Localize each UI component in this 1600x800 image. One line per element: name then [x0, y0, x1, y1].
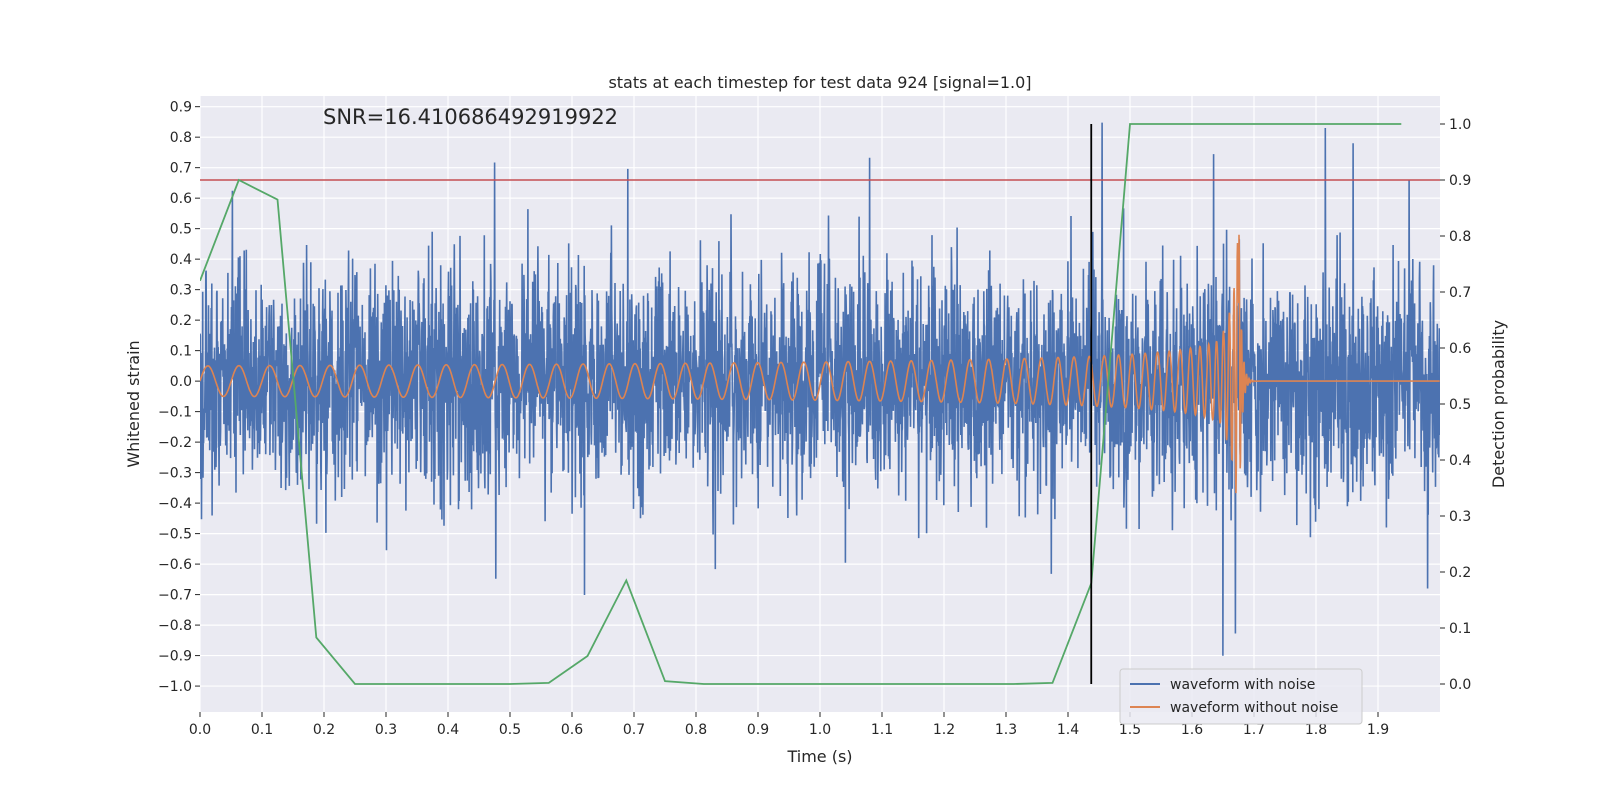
x-tick-label: 1.7 [1243, 722, 1265, 738]
left-y-tick-label: 0.4 [170, 252, 192, 268]
right-y-tick-label: 0.2 [1449, 565, 1471, 581]
x-tick-label: 0.0 [189, 722, 211, 738]
x-tick-label: 1.2 [933, 722, 955, 738]
left-y-axis-label: Whitened strain [124, 340, 143, 467]
legend-box [1119, 668, 1363, 725]
chart-title: stats at each timestep for test data 924… [608, 73, 1031, 92]
left-y-tick-label: −0.6 [158, 557, 192, 573]
x-tick-label: 0.3 [375, 722, 397, 738]
x-tick-label: 0.6 [561, 722, 583, 738]
x-tick-label: 0.2 [313, 722, 335, 738]
left-y-tick-label: −0.2 [158, 435, 192, 451]
legend-label-noisy: waveform with noise [1170, 677, 1315, 693]
left-y-tick-label: −0.7 [158, 588, 192, 604]
legend: waveform with noise waveform without noi… [1119, 668, 1363, 725]
x-axis-ticks: 0.0 0.1 0.2 0.3 0.4 0.5 0.6 0.7 0.8 0.9 1.0 1.1 1.2 1… [189, 712, 1389, 738]
right-y-tick-label: 0.8 [1449, 229, 1471, 245]
x-tick-label: 1.4 [1057, 722, 1079, 738]
x-tick-label: 1.3 [995, 722, 1017, 738]
right-y-axis-label: Detection probability [1489, 320, 1508, 488]
x-tick-label: 1.9 [1367, 722, 1389, 738]
right-y-tick-label: 0.5 [1449, 397, 1471, 413]
left-y-tick-label: −0.9 [158, 649, 192, 665]
snr-annotation: SNR=16.410686492919922 [323, 105, 618, 129]
x-tick-label: 0.5 [499, 722, 521, 738]
x-tick-label: 1.5 [1119, 722, 1141, 738]
x-tick-label: 1.0 [809, 722, 831, 738]
left-y-tick-label: 0.9 [170, 100, 192, 116]
detection-probability-line [200, 123, 1402, 685]
right-y-axis-ticks: 1.0 0.9 0.8 0.7 0.6 0.5 0.4 0.3 0.2 0.1 0.0 [1440, 117, 1471, 693]
right-y-tick-label: 1.0 [1449, 117, 1471, 133]
left-y-tick-label: −0.5 [158, 527, 192, 543]
left-y-tick-label: 0.3 [170, 283, 192, 299]
x-tick-label: 0.9 [747, 722, 769, 738]
right-y-tick-label: 0.1 [1449, 621, 1471, 637]
left-y-tick-label: −0.1 [158, 405, 192, 421]
x-tick-label: 0.1 [251, 722, 273, 738]
x-tick-label: 0.8 [685, 722, 707, 738]
left-y-tick-label: −1.0 [158, 679, 192, 695]
x-tick-label: 1.8 [1305, 722, 1327, 738]
right-y-tick-label: 0.9 [1449, 173, 1471, 189]
left-y-tick-label: 0.6 [170, 191, 192, 207]
right-y-tick-label: 0.0 [1449, 677, 1471, 693]
left-y-tick-label: 0.0 [170, 374, 192, 390]
left-y-tick-label: 0.1 [170, 344, 192, 360]
legend-label-clean: waveform without noise [1170, 700, 1338, 716]
left-y-axis-ticks: 0.9 0.8 0.7 0.6 0.5 0.4 0.3 0.2 0.1 0.0 −0.1 −0.2 −0… [158, 100, 200, 695]
right-y-tick-label: 0.6 [1449, 341, 1471, 357]
left-y-tick-label: 0.2 [170, 313, 192, 329]
x-tick-label: 0.4 [437, 722, 459, 738]
right-y-tick-label: 0.3 [1449, 509, 1471, 525]
x-tick-label: 1.6 [1181, 722, 1203, 738]
left-y-tick-label: 0.7 [170, 161, 192, 177]
x-axis-label: Time (s) [786, 747, 852, 766]
right-y-tick-label: 0.4 [1449, 453, 1471, 469]
left-y-tick-label: −0.4 [158, 496, 192, 512]
right-y-tick-label: 0.7 [1449, 285, 1471, 301]
left-y-tick-label: 0.8 [170, 130, 192, 146]
left-y-tick-label: 0.5 [170, 222, 192, 238]
x-tick-label: 0.7 [623, 722, 645, 738]
left-y-tick-label: −0.3 [158, 466, 192, 482]
left-y-tick-label: −0.8 [158, 618, 192, 634]
waveform-without-noise-line [200, 234, 1440, 494]
x-tick-label: 1.1 [871, 722, 893, 738]
